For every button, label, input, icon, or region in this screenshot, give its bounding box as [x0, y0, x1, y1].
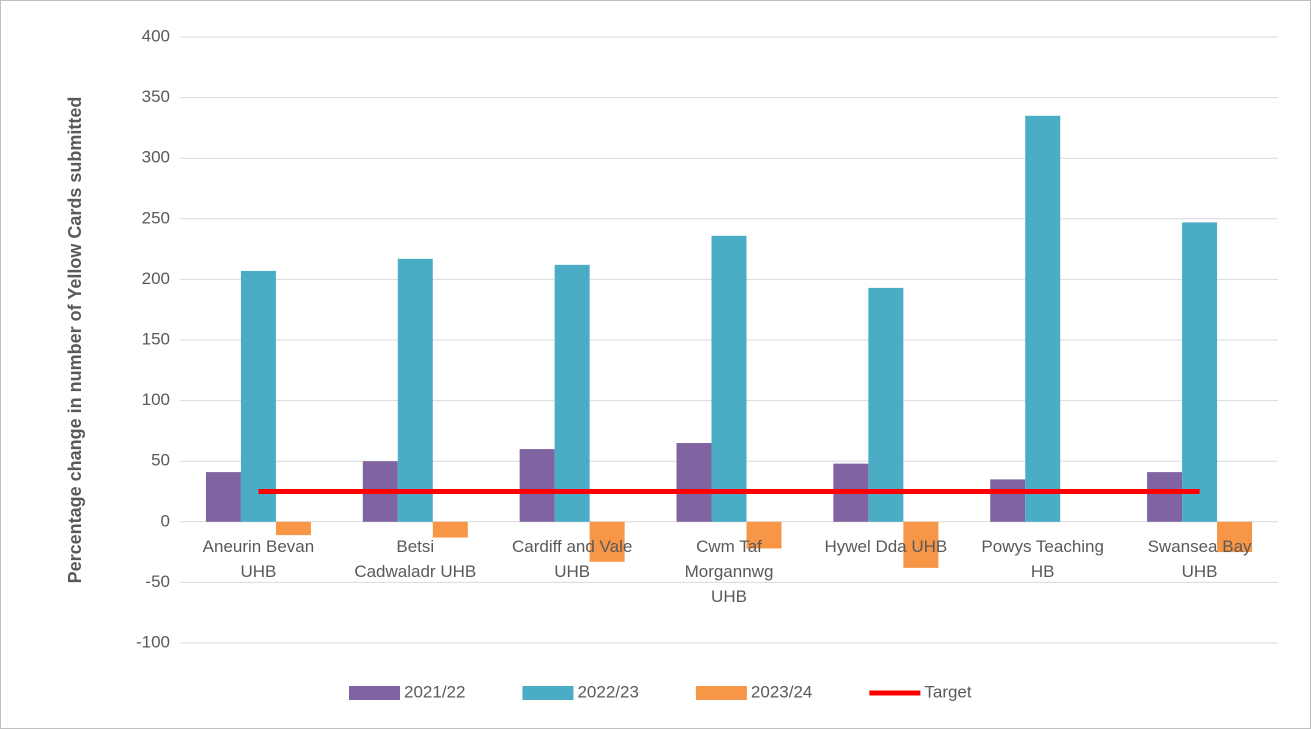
bar	[432, 521, 468, 538]
legend-label: 2023/24	[751, 682, 812, 701]
bar	[1182, 222, 1218, 522]
y-tick-label: -100	[136, 632, 170, 651]
y-tick-label: 400	[142, 26, 170, 45]
bar	[990, 479, 1026, 522]
x-tick-label: Swansea Bay UHB	[1147, 536, 1252, 581]
y-tick-label: 200	[142, 269, 170, 288]
bar	[1025, 115, 1061, 522]
y-tick-label: 150	[142, 329, 170, 348]
x-tick-label: Aneurin Bevan UHB	[202, 536, 315, 581]
y-tick-label: 350	[142, 87, 170, 106]
legend-label: 2021/22	[404, 682, 465, 701]
y-tick-label: -50	[145, 572, 170, 591]
x-tick-label: Cardiff and Vale UHB	[511, 536, 633, 581]
y-axis-title: Percentage change in number of Yellow Ca…	[65, 96, 85, 584]
x-tick-label: Cwm Taf Morgannwg UHB	[684, 536, 774, 606]
bar	[746, 521, 782, 549]
bar	[589, 521, 625, 562]
x-tick-label: Hywel Dda UHB	[824, 536, 948, 556]
bar	[1147, 472, 1183, 522]
legend-label: 2022/23	[577, 682, 638, 701]
legend-swatch	[349, 686, 400, 700]
x-tick-label: Powys Teaching HB	[981, 536, 1104, 581]
bar	[397, 258, 433, 522]
bar	[676, 443, 712, 522]
bar	[1217, 521, 1253, 553]
legend-label: Target	[924, 682, 972, 701]
bar	[240, 270, 276, 522]
bar	[711, 235, 747, 522]
y-tick-label: 0	[161, 511, 170, 530]
y-tick-label: 50	[151, 451, 170, 470]
legend-swatch	[695, 686, 747, 700]
bar	[275, 521, 311, 536]
bar	[519, 449, 555, 522]
bar	[554, 264, 590, 522]
bar	[205, 472, 241, 522]
x-tick-label: Betsi Cadwaladr UHB	[354, 536, 477, 581]
y-tick-label: 100	[142, 390, 170, 409]
bar	[868, 287, 904, 522]
y-tick-label: 250	[142, 208, 170, 227]
y-tick-label: 300	[142, 148, 170, 167]
legend-swatch	[522, 686, 574, 700]
bar	[903, 521, 939, 568]
